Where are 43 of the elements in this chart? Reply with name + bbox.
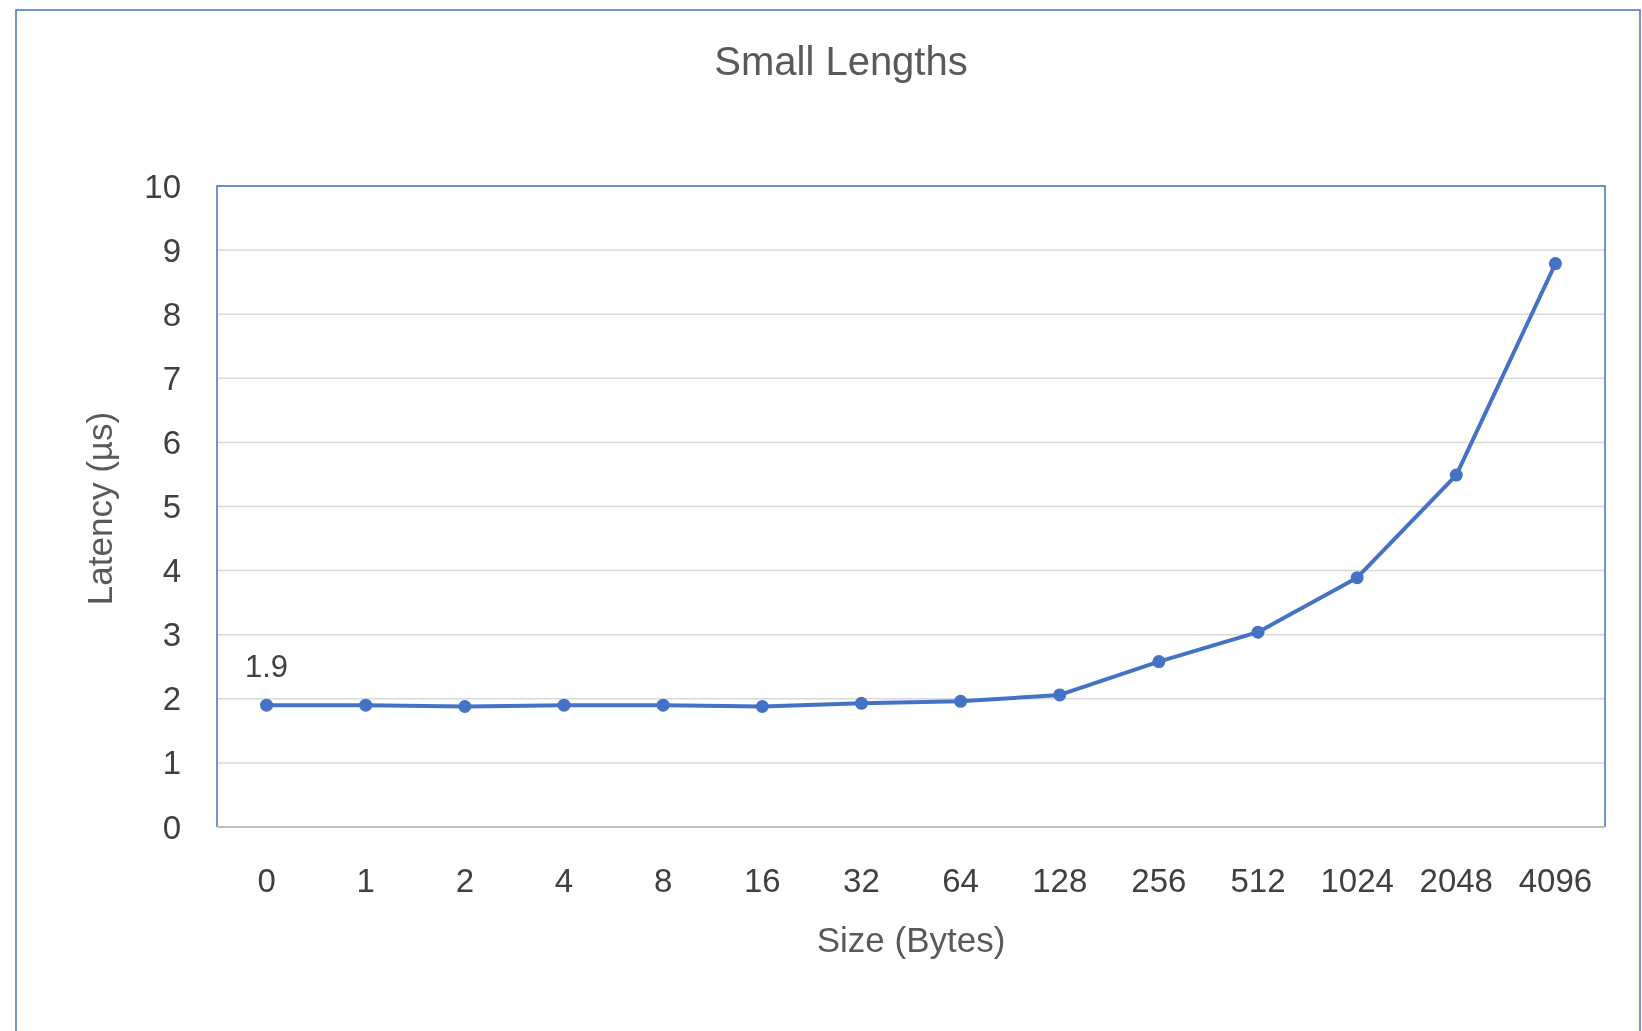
x-tick-label: 2 [455, 862, 475, 899]
point [954, 694, 968, 708]
point [1251, 625, 1265, 639]
x-tick-label: 0 [257, 862, 276, 899]
y-tick-label: 3 [162, 616, 181, 654]
y-tick-label: 1 [162, 744, 181, 782]
y-axis-title: Latency (µs) [80, 411, 119, 606]
x-tick-label: 256 [1131, 862, 1187, 899]
x-tick-label: 32 [843, 862, 880, 899]
y-tick-label: 4 [162, 552, 181, 590]
chart-title: Small Lengths [714, 39, 968, 83]
x-tick-label: 1 [356, 862, 375, 899]
point [1350, 571, 1364, 585]
y-tick-label: 9 [162, 231, 181, 269]
x-tick-label: 16 [743, 862, 781, 899]
x-tick-label: 2048 [1419, 862, 1493, 899]
x-axis-title: Size (Bytes) [816, 920, 1006, 959]
y-tick-label: 6 [162, 423, 181, 461]
y-tick-label: 0 [162, 808, 181, 846]
point [557, 698, 571, 712]
point [260, 698, 274, 712]
y-tick-label: 5 [162, 488, 181, 526]
x-tick-label: 1024 [1320, 862, 1394, 899]
x-tick-label: 4096 [1518, 862, 1593, 899]
point [854, 696, 868, 710]
point [359, 698, 373, 712]
y-tick-label: 8 [162, 295, 181, 333]
y-tick-label: 7 [162, 359, 181, 397]
x-tick-label: 64 [942, 862, 979, 899]
point [755, 699, 769, 713]
point [1152, 655, 1166, 669]
point [1053, 688, 1067, 702]
x-tick-label: 8 [653, 862, 673, 899]
point [1548, 257, 1562, 271]
x-tick-label: 4 [554, 862, 574, 899]
x-tick-label: 512 [1230, 862, 1286, 899]
point [458, 699, 472, 713]
y-tick-label: 10 [144, 167, 181, 205]
y-tick-label: 2 [162, 680, 181, 718]
x-tick-label: 128 [1032, 862, 1088, 899]
data-label: 1.9 [245, 649, 289, 685]
point [656, 698, 670, 712]
point [1449, 468, 1463, 482]
